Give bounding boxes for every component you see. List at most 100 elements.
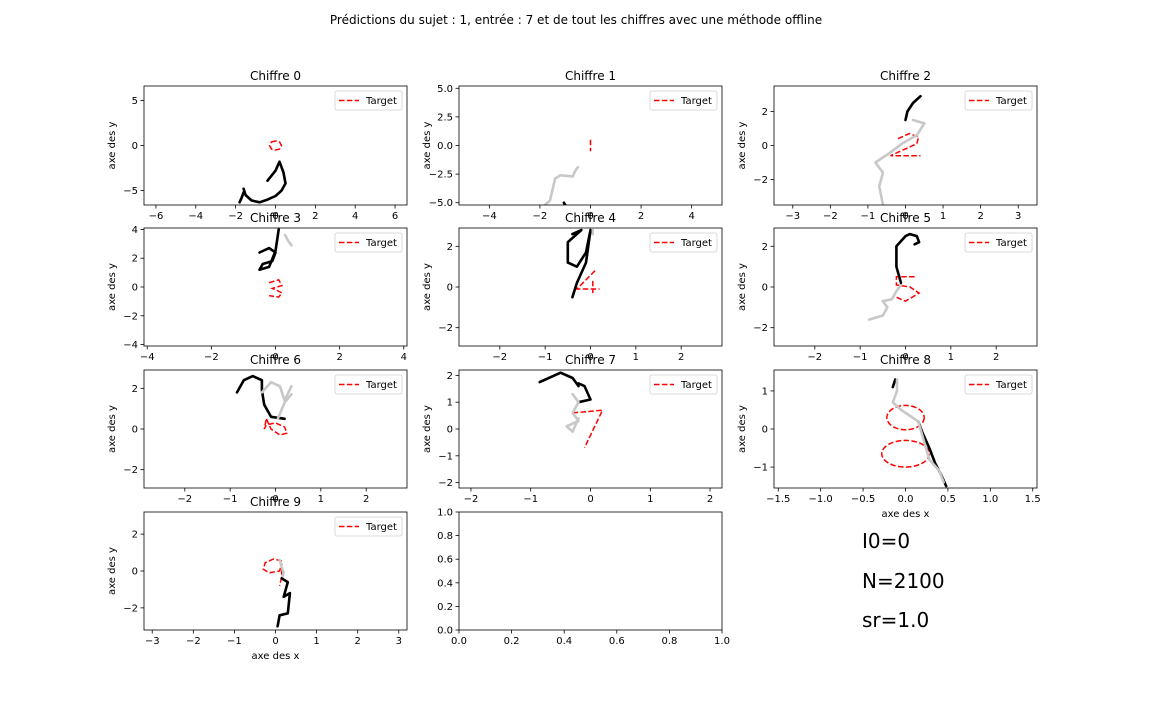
x-tick-label: −1.0 [809, 494, 833, 505]
series-group [874, 94, 926, 205]
x-tick-label: 1 [313, 636, 319, 647]
series-group [258, 228, 293, 298]
x-tick-label: 3 [1015, 211, 1021, 222]
y-tick-label: 0 [762, 141, 768, 152]
legend-label: Target [365, 522, 397, 533]
x-tick-label: −2 [228, 211, 243, 222]
subplot-title: Chiffre 6 [250, 353, 301, 367]
y-tick-label: 0.0 [437, 141, 453, 152]
x-tick-label: 0.2 [504, 636, 520, 647]
x-tick-label: 3 [396, 636, 402, 647]
x-tick-label: −2 [533, 211, 548, 222]
subplot-1: −4 −2 0 2 4 −5.0 −2.5 0.0 2.5 5.0 axe des y Chiffre… [422, 69, 723, 222]
x-tick-label: 2 [336, 352, 342, 363]
legend-box [334, 516, 403, 537]
x-tick-label: 0 [272, 352, 278, 363]
x-tick-label: −2 [177, 494, 192, 505]
subplot-title: Chiffre 0 [250, 69, 301, 83]
prediction-trace-black [904, 94, 922, 122]
target-trace [572, 409, 604, 449]
y-tick-label: 2 [132, 384, 138, 395]
prediction-trace-black [235, 374, 286, 421]
legend-label: Target [995, 238, 1027, 249]
x-tick-label: −4 [140, 352, 155, 363]
prediction-trace-black [577, 382, 592, 404]
y-tick-label: 5.0 [437, 84, 453, 95]
x-tick-label: −4 [482, 211, 497, 222]
legend-box [334, 232, 403, 253]
series-group [543, 139, 592, 205]
x-tick-label: −2 [492, 352, 507, 363]
prediction-trace-black [238, 191, 245, 204]
x-tick-label: 1.0 [982, 494, 998, 505]
y-tick-label: −2 [123, 311, 138, 322]
x-tick-label: 0.4 [556, 636, 572, 647]
x-tick-label: 1 [318, 494, 324, 505]
subplot-9: −3 −2 −1 0 1 2 3 −2 0 2 axe des y axe des x Chiffre … [107, 495, 408, 662]
prediction-trace-black [895, 232, 921, 285]
series-group [566, 228, 600, 299]
legend-label: Target [995, 96, 1027, 107]
prediction-trace-gray [543, 165, 580, 205]
y-tick-label: 2 [447, 371, 453, 382]
legend-label: Target [680, 96, 712, 107]
prediction-trace-black [891, 378, 897, 389]
x-tick-label: 1 [940, 211, 946, 222]
prediction-trace-black [258, 228, 281, 272]
legend-box [649, 374, 718, 395]
legend-label: Target [365, 380, 397, 391]
plot-frame [458, 511, 723, 631]
y-tick-label: −2.5 [429, 170, 453, 181]
plot-area [459, 512, 722, 630]
x-tick-label: 0 [272, 494, 278, 505]
x-tick-label: −1 [853, 352, 868, 363]
series-group [262, 558, 292, 628]
y-tick-label: −2 [438, 478, 453, 489]
x-tick-label: 2 [993, 352, 999, 363]
y-axis-label: axe des y [422, 263, 433, 311]
y-tick-label: 0.6 [437, 555, 453, 566]
y-tick-label: 0.8 [437, 531, 453, 542]
prediction-trace-gray [565, 392, 580, 434]
x-tick-label: −1 [523, 494, 538, 505]
y-axis-label: axe des y [107, 121, 118, 169]
stat-sr: sr=1.0 [862, 608, 930, 632]
prediction-trace-gray [874, 118, 926, 205]
x-tick-label: 2 [977, 211, 983, 222]
y-axis-label: axe des y [107, 263, 118, 311]
prediction-trace-black [562, 201, 568, 205]
x-tick-label: 2 [312, 211, 318, 222]
legend-box [649, 232, 718, 253]
y-tick-label: 0.2 [437, 602, 453, 613]
x-tick-label: 0.8 [661, 636, 677, 647]
x-tick-label: 0 [272, 211, 278, 222]
x-tick-label: −6 [149, 211, 164, 222]
legend-label: Target [680, 238, 712, 249]
subplot-title: Chiffre 2 [880, 69, 931, 83]
prediction-trace-black [538, 371, 580, 388]
subplot-title: Chiffre 7 [565, 353, 616, 367]
x-tick-label: −1 [861, 211, 876, 222]
prediction-trace-gray [278, 558, 286, 580]
legend-box [964, 374, 1033, 395]
y-axis-label: axe des y [737, 263, 748, 311]
y-tick-label: −2 [753, 175, 768, 186]
x-tick-label: −2 [464, 494, 479, 505]
x-tick-label: −2 [823, 211, 838, 222]
x-tick-label: −2 [204, 352, 219, 363]
y-tick-label: 1.0 [437, 508, 453, 519]
y-tick-label: 0 [447, 425, 453, 436]
y-axis-label: axe des y [737, 121, 748, 169]
y-tick-label: −2 [123, 465, 138, 476]
x-tick-label: −1 [223, 494, 238, 505]
x-tick-label: 2 [363, 494, 369, 505]
x-tick-label: −1.5 [766, 494, 790, 505]
subplot-4: −2 −1 0 1 2 −2 0 2 axe des y Chiffre 4 Target [422, 211, 723, 363]
y-tick-label: −2 [438, 323, 453, 334]
subplot-0: −6 −4 −2 0 2 4 6 −5 0 5 axe des y Chiffre 0 Target [107, 69, 408, 222]
y-axis-label: axe des y [737, 405, 748, 453]
series-group [238, 140, 287, 204]
x-tick-label: 0 [587, 352, 593, 363]
y-tick-label: 0 [132, 283, 138, 294]
x-tick-label: −1 [227, 636, 242, 647]
